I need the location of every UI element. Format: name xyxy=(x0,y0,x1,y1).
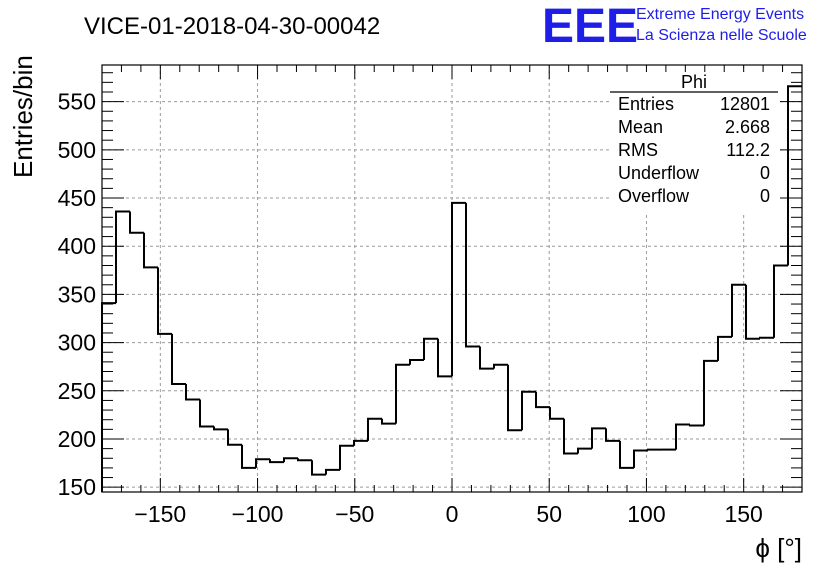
y-tick-label: 250 xyxy=(58,378,96,404)
y-tick-label: 550 xyxy=(58,89,96,115)
histogram-bin xyxy=(507,364,522,432)
histogram-bin xyxy=(745,284,760,340)
histogram-bin xyxy=(395,363,410,424)
histogram-bin xyxy=(521,390,536,431)
histogram-bin xyxy=(255,458,270,468)
stats-box: Phi Entries 12801 Mean 2.668 RMS 112.2 Underflo… xyxy=(610,72,778,212)
stats-box-background xyxy=(610,72,778,212)
x-tick-label: 100 xyxy=(627,501,665,527)
y-tick-label: 200 xyxy=(58,426,96,452)
histogram-bin xyxy=(269,459,284,464)
eee-logo: EEE xyxy=(542,0,638,53)
histogram-bin xyxy=(465,202,480,348)
histogram-bin xyxy=(185,384,200,401)
histogram-bin xyxy=(563,418,578,455)
x-tick-label: −150 xyxy=(134,501,186,527)
histogram-bin xyxy=(241,444,256,469)
x-tick-label: 50 xyxy=(536,501,562,527)
stats-row-value: 0 xyxy=(760,163,770,183)
stats-row-label: RMS xyxy=(618,140,658,160)
histogram-bin xyxy=(451,201,466,377)
histogram-bin xyxy=(619,440,634,469)
histogram-bin xyxy=(423,337,438,360)
histogram-bin xyxy=(171,333,186,386)
stats-box-title: Phi xyxy=(681,72,707,92)
histogram-bin xyxy=(549,407,564,420)
histogram-bin xyxy=(129,211,144,234)
histogram-bin xyxy=(157,267,172,335)
stats-row-value: 0 xyxy=(760,186,770,206)
x-tick-label: −50 xyxy=(335,501,374,527)
y-tick-label: 400 xyxy=(58,233,96,259)
histogram-bin xyxy=(143,232,158,269)
histogram-bin xyxy=(297,458,312,462)
stats-row-value: 12801 xyxy=(720,94,770,114)
stats-row-value: 2.668 xyxy=(725,117,770,137)
histogram-bin xyxy=(759,336,774,339)
histogram-bin xyxy=(283,457,298,463)
histogram-bin xyxy=(591,427,606,449)
y-tick-label: 150 xyxy=(58,474,96,500)
histogram-bin xyxy=(787,85,802,266)
histogram-bin xyxy=(605,428,620,442)
y-tick-label: 300 xyxy=(58,330,96,356)
histogram-bin xyxy=(311,460,326,476)
histogram-bin xyxy=(577,447,592,454)
histogram-bin xyxy=(353,439,368,446)
histogram-bin xyxy=(115,210,130,304)
histogram-bin xyxy=(479,346,494,370)
histogram-bin xyxy=(731,283,746,337)
stats-row-value: 112.2 xyxy=(726,140,770,160)
x-tick-label: 150 xyxy=(724,501,762,527)
histogram-bin xyxy=(101,302,116,492)
histogram-bin xyxy=(381,418,396,425)
histogram-series xyxy=(101,85,802,492)
histogram-bin xyxy=(409,358,424,365)
y-axis-label: Entries/bin xyxy=(8,55,38,178)
histogram-bin xyxy=(689,424,704,427)
y-tick-label: 350 xyxy=(58,281,96,307)
x-tick-label: 0 xyxy=(446,501,459,527)
histogram-bin xyxy=(703,359,718,426)
histogram-bin xyxy=(437,338,452,378)
brand-line-1: Extreme Energy Events xyxy=(636,6,804,23)
x-axis-label: ϕ [°] xyxy=(755,533,802,563)
histogram-bin xyxy=(535,391,550,409)
stats-row-label: Overflow xyxy=(618,186,690,206)
histogram-bin xyxy=(199,399,214,428)
histogram-bin xyxy=(647,448,662,451)
histogram-bin xyxy=(339,444,354,470)
stats-row-label: Mean xyxy=(618,117,663,137)
brand-line-2: La Scienza nelle Scuole xyxy=(636,27,807,44)
chart-title: VICE-01-2018-04-30-00042 xyxy=(84,13,380,40)
x-tick-label: −100 xyxy=(232,501,284,527)
histogram-bin xyxy=(675,423,690,450)
histogram-bin xyxy=(717,335,732,361)
histogram-bin xyxy=(227,429,242,446)
histogram-bin xyxy=(213,426,228,431)
histogram-bin xyxy=(493,363,508,369)
histogram-bin xyxy=(633,449,648,468)
y-tick-label: 450 xyxy=(58,185,96,211)
histogram-bin xyxy=(367,417,382,441)
histogram-bin xyxy=(325,468,340,475)
stats-row-label: Underflow xyxy=(618,163,700,183)
y-tick-label: 500 xyxy=(58,137,96,163)
stats-row-label: Entries xyxy=(618,94,674,114)
histogram-bin xyxy=(773,264,788,338)
